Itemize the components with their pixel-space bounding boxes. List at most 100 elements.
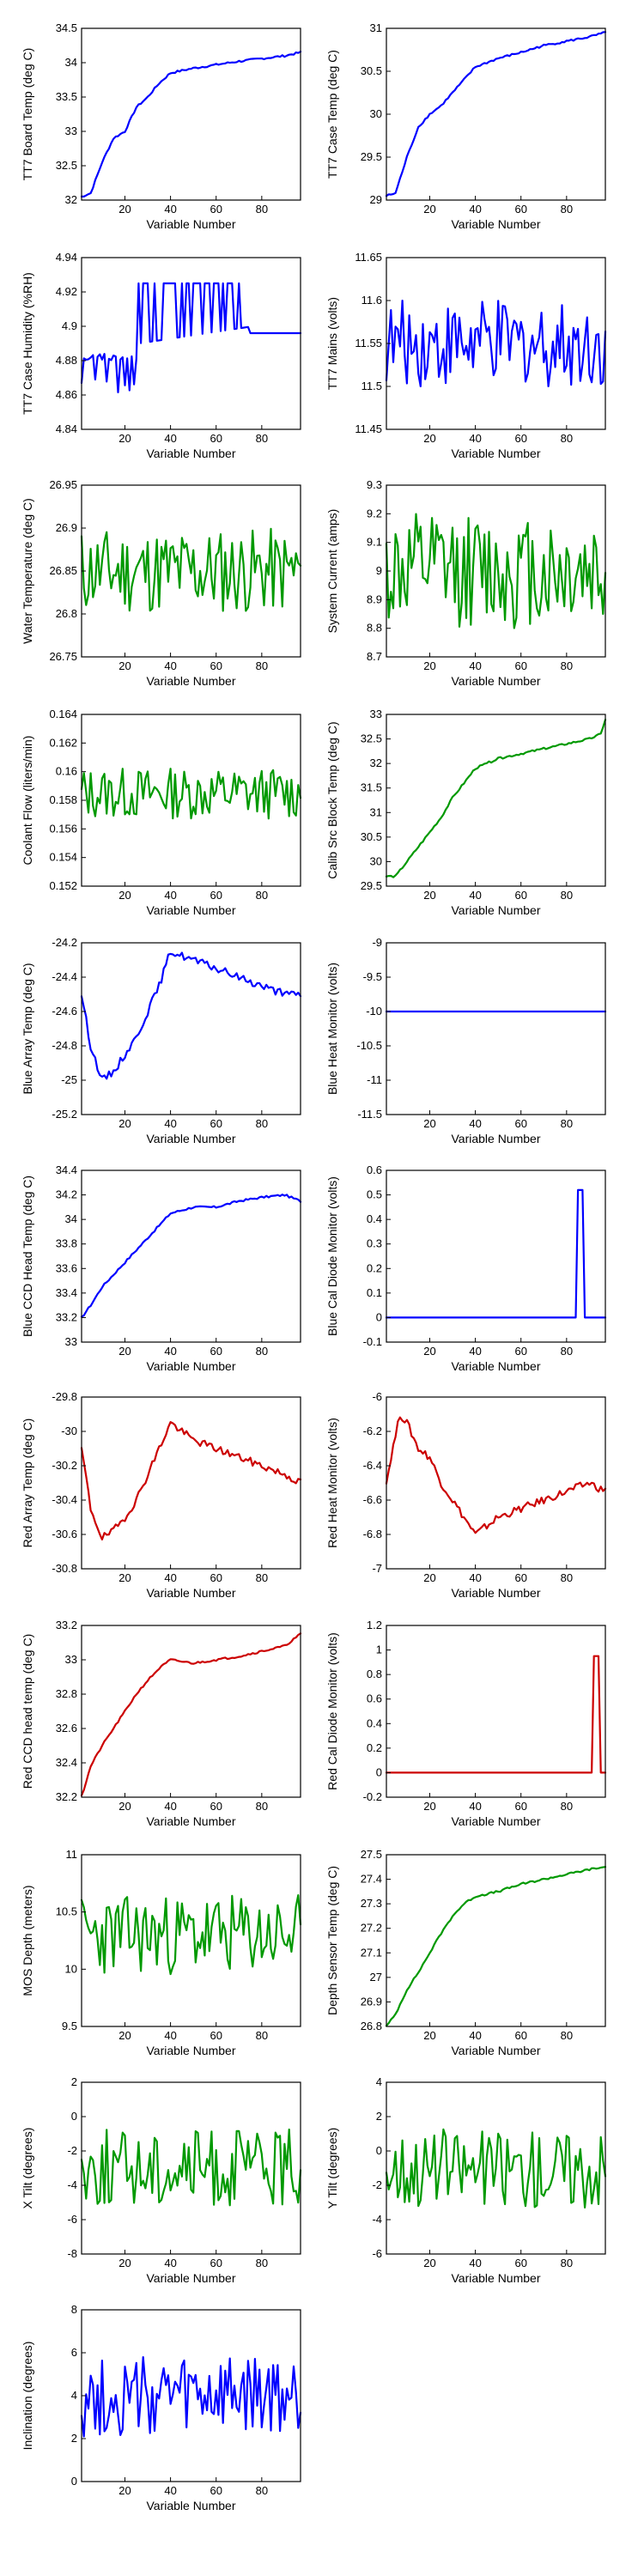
chart-panel: 20 40 60 80 33 33.2 33.4 33.6 33.8 34 34.2 34.4 Vari… — [21, 1163, 302, 1373]
y-tick-label: 0 — [376, 1765, 382, 1778]
x-axis-label: Variable Number — [451, 674, 540, 688]
y-axis-label: Y Tilt (degrees) — [325, 2128, 339, 2209]
y-tick-label: 32.2 — [56, 1790, 77, 1803]
x-axis-label: Variable Number — [451, 903, 540, 917]
y-tick-label: -25.2 — [52, 1108, 77, 1121]
x-tick-label: 20 — [423, 659, 435, 672]
y-tick-label: 0 — [376, 2144, 382, 2157]
x-tick-label: 20 — [118, 1117, 131, 1130]
y-tick-label: 4.94 — [56, 251, 77, 264]
series-line — [80, 2356, 302, 2438]
x-tick-label: 80 — [561, 1117, 573, 1130]
series-line — [385, 1416, 607, 1534]
y-tick-label: 9.5 — [62, 2020, 77, 2032]
y-tick-label: 33.8 — [56, 1237, 77, 1250]
y-tick-label: 26.85 — [49, 564, 77, 577]
x-tick-label: 40 — [164, 2484, 176, 2497]
x-tick-label: 60 — [210, 1117, 222, 1130]
y-tick-label: -4 — [67, 2178, 77, 2191]
x-tick-label: 20 — [118, 889, 131, 902]
x-tick-label: 40 — [469, 1571, 481, 1584]
y-tick-label: 34 — [65, 1212, 77, 1225]
y-tick-label: -8 — [67, 2247, 77, 2260]
x-axis-label: Variable Number — [451, 1814, 540, 1828]
y-tick-label: 33 — [65, 1653, 77, 1666]
x-tick-label: 20 — [423, 432, 435, 445]
x-tick-label: 20 — [118, 2029, 131, 2042]
y-tick-label: 27 — [370, 1971, 382, 1984]
y-tick-label: 29 — [370, 193, 382, 206]
y-tick-label: 32.5 — [361, 732, 382, 745]
x-tick-label: 60 — [514, 2029, 526, 2042]
y-tick-label: 0.156 — [49, 822, 77, 835]
x-tick-label: 80 — [256, 889, 268, 902]
y-axis-label: Blue Array Temp (deg C) — [21, 963, 34, 1094]
y-axis-label: Calib Src Block Temp (deg C) — [325, 721, 339, 878]
plot-frame — [81, 27, 301, 201]
y-axis-label: Red CCD head temp (deg C) — [21, 1634, 34, 1789]
series-line — [80, 768, 302, 820]
y-tick-label: -24.4 — [52, 970, 77, 983]
x-tick-label: 20 — [423, 1345, 435, 1358]
y-axis-label: TT7 Case Humidity (%RH) — [21, 272, 34, 415]
y-tick-label: 30 — [370, 854, 382, 867]
y-axis-label: Red Cal Diode Monitor (volts) — [325, 1632, 339, 1790]
series-line — [80, 2128, 302, 2207]
x-axis-label: Variable Number — [146, 903, 235, 917]
y-tick-label: 33 — [65, 125, 77, 137]
chart-panel: 20 40 60 80 -7 -6.8 -6.6 -6.4 -6.2 -6 Variable Num… — [325, 1390, 607, 1600]
y-tick-label: 30.5 — [361, 64, 382, 77]
y-tick-label: 4.86 — [56, 388, 77, 401]
x-tick-label: 40 — [469, 889, 481, 902]
x-tick-label: 60 — [514, 1571, 526, 1584]
x-tick-label: 60 — [514, 889, 526, 902]
series-line — [80, 1194, 302, 1318]
x-tick-label: 60 — [514, 432, 526, 445]
x-tick-label: 40 — [164, 2257, 176, 2269]
x-tick-label: 60 — [210, 1571, 222, 1584]
y-tick-label: 32.4 — [56, 1756, 77, 1769]
y-tick-label: 0.6 — [367, 1163, 382, 1176]
y-tick-label: 1.2 — [367, 1619, 382, 1631]
y-tick-label: 0.2 — [367, 1261, 382, 1274]
series-line — [80, 1894, 302, 1976]
chart-panel: 20 40 60 80 26.75 26.8 26.85 26.9 26.95 Variable … — [21, 478, 302, 688]
y-tick-label: 0.8 — [367, 1668, 382, 1680]
chart-panel: 20 40 60 80 0 2 4 6 8 Variable Number Inclination … — [21, 2303, 302, 2512]
x-axis-label: Variable Number — [146, 2271, 235, 2285]
y-tick-label: 0.164 — [49, 708, 77, 720]
y-tick-label: 34.2 — [56, 1188, 77, 1201]
y-tick-label: 33.2 — [56, 1619, 77, 1631]
x-tick-label: 60 — [210, 2029, 222, 2042]
series-line — [385, 300, 607, 387]
y-tick-label: -29.8 — [52, 1390, 77, 1403]
y-tick-label: 8.9 — [367, 592, 382, 605]
x-tick-label: 20 — [118, 659, 131, 672]
y-tick-label: 0.5 — [367, 1188, 382, 1201]
y-tick-label: -24.6 — [52, 1005, 77, 1018]
x-tick-label: 20 — [423, 1571, 435, 1584]
y-tick-label: 0.4 — [367, 1212, 382, 1225]
series-line — [80, 527, 302, 612]
y-tick-label: 27.5 — [361, 1848, 382, 1861]
plot-frame — [386, 1854, 606, 2027]
y-tick-label: 32 — [65, 193, 77, 206]
x-tick-label: 80 — [561, 2029, 573, 2042]
y-tick-label: 33.4 — [56, 1286, 77, 1299]
y-tick-label: 27.4 — [361, 1873, 382, 1886]
series-line — [385, 513, 607, 629]
y-tick-label: 9.1 — [367, 536, 382, 549]
x-tick-label: 40 — [469, 2257, 481, 2269]
y-tick-label: -6.4 — [363, 1459, 382, 1472]
y-axis-label: Blue Heat Monitor (volts) — [325, 963, 339, 1095]
y-tick-label: 33.5 — [56, 90, 77, 103]
chart-panel: 20 40 60 80 29 29.5 30 30.5 31 Variable Number TT7… — [325, 21, 607, 231]
chart-panel: 20 40 60 80 8.7 8.8 8.9 9 9.1 9.2 9.3 Variable Numb… — [325, 478, 607, 688]
x-axis-label: Variable Number — [146, 2499, 235, 2512]
y-tick-label: -6.2 — [363, 1425, 382, 1437]
x-tick-label: 40 — [164, 432, 176, 445]
plot-frame — [81, 1625, 301, 1798]
series-line — [80, 1632, 302, 1797]
x-tick-label: 20 — [423, 203, 435, 216]
x-axis-label: Variable Number — [146, 1586, 235, 1600]
